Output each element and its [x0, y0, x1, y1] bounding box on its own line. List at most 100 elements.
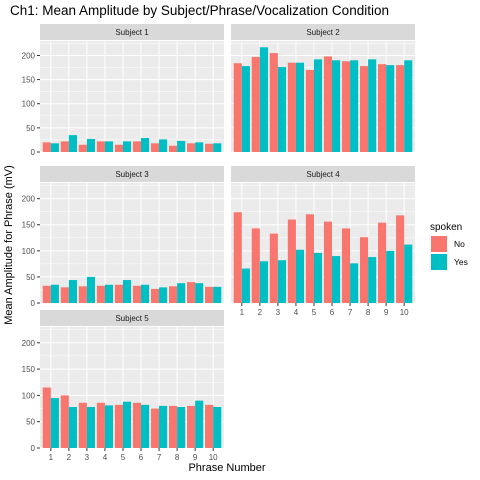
- bar-no: [341, 228, 351, 303]
- bar-no: [233, 212, 242, 303]
- bar-no: [359, 237, 369, 303]
- facet-panel: Subject 3 0 50 100 150 200: [22, 166, 224, 308]
- bar-no: [114, 284, 123, 303]
- bar-yes: [159, 287, 168, 303]
- x-tick-label: 2: [67, 453, 72, 462]
- bar-no: [78, 144, 87, 152]
- bar-no: [187, 143, 196, 152]
- bar-no: [150, 408, 160, 448]
- bar-yes: [50, 143, 59, 152]
- bar-yes: [386, 250, 395, 303]
- facet-strip: [40, 310, 224, 326]
- legend-label: Yes: [454, 257, 468, 267]
- facet-strip-label: Subject 4: [306, 170, 340, 179]
- bar-no: [60, 141, 69, 152]
- bar-no: [42, 285, 51, 303]
- facet-panel: Subject 4 1 2 3 4 5 6 7 8 9 10: [231, 166, 415, 317]
- bar-yes: [159, 405, 168, 448]
- x-tick-label: 5: [121, 453, 126, 462]
- bar-no: [269, 233, 278, 303]
- facet-strip-label: Subject 5: [115, 314, 149, 323]
- x-tick-label: 5: [312, 308, 317, 317]
- bar-yes: [195, 283, 204, 303]
- x-tick-label: 4: [294, 308, 299, 317]
- bar-yes: [332, 256, 341, 303]
- facet-strip-label: Subject 3: [115, 170, 149, 179]
- bar-yes: [404, 60, 413, 152]
- x-tick-label: 8: [175, 453, 180, 462]
- bar-no: [287, 62, 296, 152]
- y-tick-label: 50: [26, 124, 35, 133]
- bar-yes: [104, 284, 114, 303]
- bar-no: [251, 56, 260, 152]
- x-tick-label: 1: [49, 453, 54, 462]
- bar-yes: [86, 276, 96, 303]
- y-tick-label: 0: [31, 299, 36, 308]
- bar-yes: [368, 257, 377, 303]
- bar-yes: [213, 143, 222, 152]
- legend-swatch: [431, 236, 447, 252]
- bar-yes: [241, 66, 250, 152]
- bar-yes: [259, 261, 268, 303]
- bar-no: [42, 387, 51, 448]
- bar-no: [168, 145, 178, 152]
- x-tick-label: 10: [209, 453, 218, 462]
- y-tick-label: 150: [22, 221, 36, 230]
- bar-no: [323, 221, 333, 303]
- x-tick-label: 7: [348, 308, 353, 317]
- bar-no: [132, 141, 142, 152]
- facet-strip: [231, 24, 415, 40]
- bar-yes: [277, 260, 287, 303]
- bar-yes: [195, 142, 204, 152]
- bar-yes: [159, 139, 168, 152]
- bar-no: [132, 285, 142, 303]
- bar-no: [168, 286, 178, 303]
- bar-yes: [368, 59, 377, 153]
- bar-no: [187, 405, 196, 448]
- bar-yes: [50, 398, 59, 448]
- y-tick-label: 50: [26, 273, 35, 282]
- bar-no: [150, 143, 160, 152]
- bar-yes: [195, 400, 204, 448]
- bar-no: [251, 228, 260, 303]
- y-axis-label: Mean Amplitude for Phrase (mV): [3, 165, 15, 325]
- bar-yes: [68, 280, 77, 303]
- y-tick-label: 100: [22, 391, 36, 400]
- bar-no: [287, 219, 296, 303]
- y-tick-label: 150: [22, 365, 36, 374]
- bar-no: [359, 66, 369, 152]
- bar-no: [396, 215, 405, 303]
- bar-no: [60, 395, 69, 448]
- y-tick-label: 150: [22, 76, 36, 85]
- bar-yes: [177, 406, 186, 448]
- bar-no: [96, 141, 105, 152]
- x-tick-label: 10: [400, 308, 409, 317]
- bar-no: [269, 53, 278, 152]
- bar-yes: [122, 280, 132, 303]
- chart-title: Ch1: Mean Amplitude by Subject/Phrase/Vo…: [10, 3, 389, 18]
- x-tick-label: 7: [157, 453, 162, 462]
- legend-swatch: [431, 254, 447, 270]
- bar-yes: [122, 401, 132, 448]
- y-tick-label: 200: [22, 339, 36, 348]
- bar-no: [205, 404, 214, 448]
- bar-yes: [86, 406, 96, 448]
- bar-no: [378, 222, 387, 303]
- bar-no: [305, 69, 314, 152]
- bar-yes: [295, 62, 305, 152]
- y-tick-label: 200: [22, 51, 36, 60]
- bar-yes: [313, 252, 323, 303]
- x-tick-label: 3: [85, 453, 90, 462]
- y-tick-label: 0: [31, 444, 36, 453]
- x-tick-label: 2: [258, 308, 263, 317]
- legend: spoken No Yes: [430, 222, 468, 270]
- x-tick-label: 1: [240, 308, 245, 317]
- x-tick-label: 3: [276, 308, 281, 317]
- bar-yes: [141, 138, 150, 152]
- bar-yes: [68, 135, 77, 152]
- bar-no: [150, 288, 160, 303]
- bar-no: [42, 142, 51, 152]
- panel-background: [40, 41, 224, 152]
